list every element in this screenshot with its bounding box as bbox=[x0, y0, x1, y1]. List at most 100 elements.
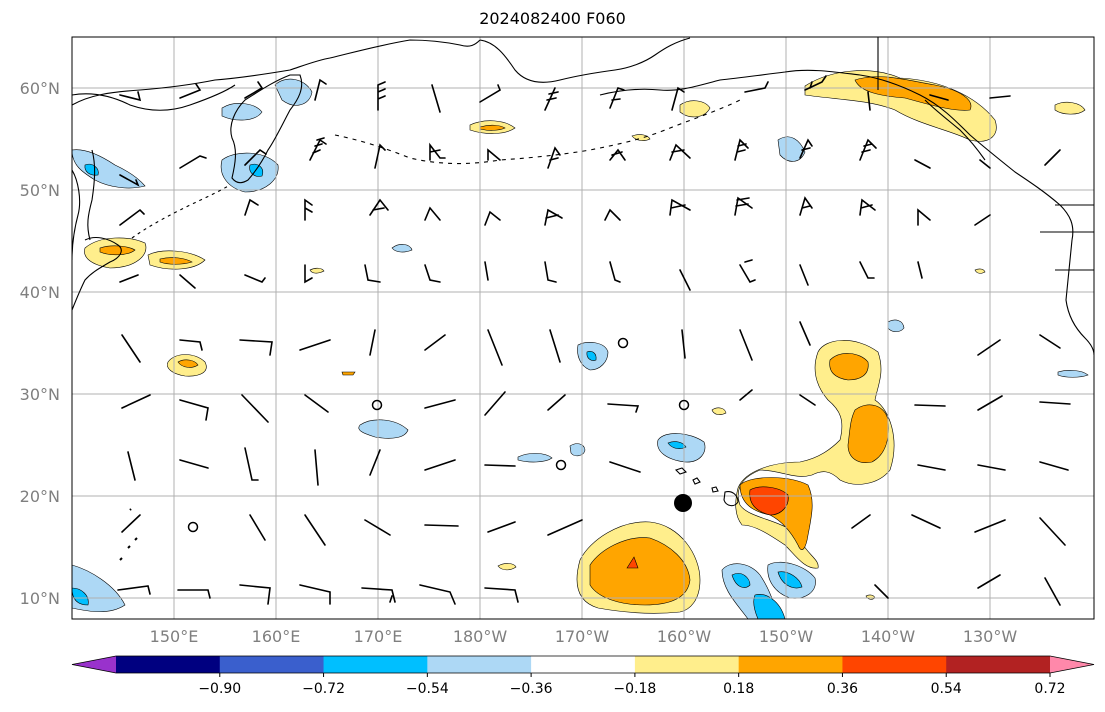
wind-barb bbox=[671, 86, 685, 111]
wind-barb bbox=[744, 81, 769, 93]
wind-barb bbox=[424, 334, 446, 351]
wind-barb bbox=[609, 261, 621, 283]
wind-barb bbox=[989, 95, 1011, 99]
wind-barb bbox=[479, 84, 501, 103]
map-background bbox=[72, 37, 1094, 619]
wind-barb bbox=[424, 264, 441, 283]
wind-barb bbox=[369, 449, 381, 476]
anomaly-south-10n-red bbox=[626, 556, 639, 569]
coast-minor-islands bbox=[119, 508, 138, 561]
coast-manchuria bbox=[72, 169, 81, 261]
anomaly-kuril-south-core bbox=[159, 257, 193, 265]
coast-bc-islands bbox=[924, 99, 986, 161]
wind-barb bbox=[681, 329, 686, 359]
wind-barb bbox=[974, 519, 1006, 533]
wind-barb bbox=[299, 339, 331, 351]
anomaly-japan-east-core bbox=[99, 245, 136, 256]
wind-barb bbox=[974, 214, 991, 226]
anomaly-ne-blue bbox=[887, 319, 905, 333]
wind-barb bbox=[377, 81, 386, 111]
colorbar-segments bbox=[71, 655, 1095, 674]
anomaly-small-12n bbox=[497, 563, 517, 571]
colorbar-segment bbox=[738, 656, 843, 673]
wind-barb bbox=[431, 84, 441, 113]
calm-circle bbox=[371, 399, 383, 411]
wind-barb bbox=[304, 514, 326, 546]
wind-barb bbox=[734, 196, 753, 216]
wind-barb bbox=[179, 83, 202, 99]
wind-barb bbox=[917, 261, 923, 279]
wind-barb bbox=[609, 148, 626, 161]
wind-barb bbox=[799, 321, 811, 346]
wind-barb bbox=[244, 198, 259, 216]
wind-barb bbox=[669, 198, 691, 216]
coast-siberia bbox=[72, 57, 331, 106]
wind-barb bbox=[127, 451, 136, 481]
anomaly-central-blue-2 bbox=[358, 419, 409, 439]
wind-barb bbox=[177, 589, 211, 599]
wind-barb bbox=[179, 155, 207, 169]
wind-barb bbox=[487, 521, 516, 533]
anomaly-east-band-core-2 bbox=[847, 404, 889, 463]
anomaly-south-blue-1-core bbox=[731, 573, 751, 588]
wind-barb bbox=[424, 459, 456, 471]
colorbar-segment bbox=[531, 656, 636, 673]
anomaly-aleutian-small-core bbox=[479, 124, 506, 131]
lat-label: 60°N bbox=[20, 79, 60, 98]
wind-barb bbox=[547, 519, 583, 536]
anomaly-ne-small bbox=[1054, 101, 1086, 115]
lon-label: 160°E bbox=[252, 627, 301, 646]
wind-barb bbox=[487, 148, 501, 161]
wind-barb bbox=[679, 269, 691, 291]
wind-barb bbox=[544, 261, 557, 283]
anomaly-east-band-core-1 bbox=[829, 353, 869, 381]
coast-sakhalin bbox=[87, 149, 96, 241]
coast-okhotsk bbox=[72, 84, 236, 111]
wind-barb bbox=[244, 447, 259, 481]
wind-barb bbox=[544, 87, 559, 111]
lon-label: 150°E bbox=[150, 627, 199, 646]
lon-label: 150°W bbox=[759, 627, 814, 646]
wind-barb bbox=[424, 524, 459, 527]
wind-barb bbox=[977, 464, 1006, 471]
wind-barb bbox=[547, 394, 566, 411]
wind-barb bbox=[739, 329, 753, 361]
calm-circle bbox=[187, 521, 199, 533]
lon-label: 180°W bbox=[453, 627, 508, 646]
wind-barb bbox=[544, 208, 563, 226]
wind-barb bbox=[429, 142, 446, 161]
wind-barb bbox=[549, 329, 561, 363]
wind-barb bbox=[239, 339, 273, 356]
lat-label: 10°N bbox=[20, 589, 60, 608]
wind-barb bbox=[484, 587, 519, 603]
calm-circle bbox=[555, 459, 567, 471]
anomaly-dash-small bbox=[341, 371, 356, 376]
wind-barb bbox=[859, 138, 877, 161]
calm-circle bbox=[678, 399, 690, 411]
wind-barb bbox=[369, 198, 389, 216]
wind-barb bbox=[361, 587, 396, 603]
wind-barb bbox=[609, 87, 625, 109]
wind-barb bbox=[734, 138, 749, 161]
wind-barb bbox=[799, 394, 816, 406]
wind-barb bbox=[119, 174, 140, 187]
wind-barb bbox=[799, 138, 813, 159]
wind-barb bbox=[314, 449, 319, 486]
wind-barb bbox=[119, 274, 139, 283]
wind-barb bbox=[547, 146, 561, 169]
wind-barb bbox=[1044, 577, 1061, 606]
wind-barb bbox=[859, 198, 876, 216]
wind-barb bbox=[119, 208, 145, 226]
wind-barb bbox=[117, 585, 151, 595]
colorbar-tick-label: 0.54 bbox=[931, 681, 962, 697]
colorbar-tick-label: −0.90 bbox=[198, 681, 241, 697]
wind-barb bbox=[179, 459, 209, 469]
wind-barb bbox=[977, 395, 1003, 411]
wind-barb bbox=[121, 394, 151, 409]
coast-alaska-peninsula bbox=[599, 69, 861, 96]
calm-circle bbox=[617, 337, 629, 349]
wind-barb bbox=[804, 75, 827, 91]
anomaly-central-blue-4 bbox=[569, 443, 586, 457]
coast-alaska-west bbox=[479, 37, 691, 83]
coast-hawaii-big bbox=[723, 491, 739, 507]
